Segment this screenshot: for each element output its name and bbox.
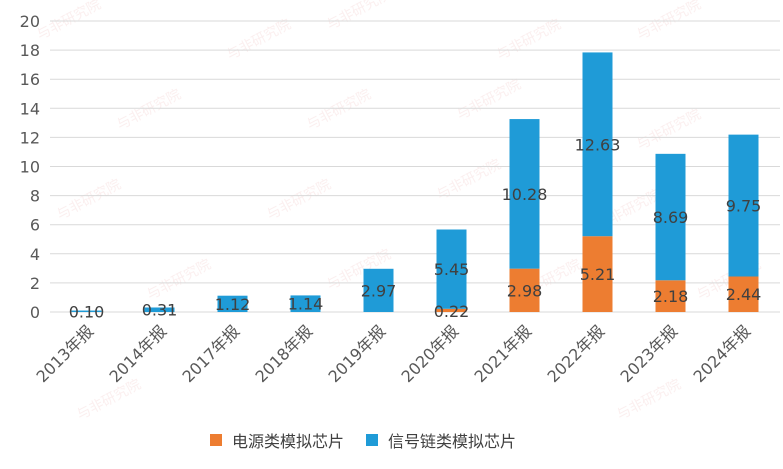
data-label-signal: 0.10 bbox=[69, 302, 105, 321]
x-tick-label: 2013年报 bbox=[32, 321, 97, 386]
y-tick-label: 4 bbox=[30, 245, 40, 264]
y-tick-label: 10 bbox=[20, 158, 40, 177]
watermark-text: 与非研究院 bbox=[614, 377, 683, 424]
x-tick-label: 2014年报 bbox=[105, 321, 170, 386]
legend-swatch-power bbox=[210, 434, 222, 446]
y-tick-label: 14 bbox=[20, 99, 40, 118]
x-tick-label: 2023年报 bbox=[616, 321, 681, 386]
watermark-text: 与非研究院 bbox=[144, 257, 213, 304]
y-tick-label: 2 bbox=[30, 274, 40, 293]
bar-signal bbox=[436, 229, 467, 309]
data-label-signal: 0.31 bbox=[142, 301, 178, 320]
data-label-power: 2.98 bbox=[507, 281, 543, 300]
watermark-text: 与非研究院 bbox=[34, 0, 103, 44]
bar-power bbox=[509, 268, 540, 312]
watermark-text: 与非研究院 bbox=[264, 177, 333, 224]
data-label-signal: 2.97 bbox=[361, 281, 397, 300]
bar-power bbox=[728, 276, 759, 312]
y-tick-label: 8 bbox=[30, 187, 40, 206]
legend-swatch-signal bbox=[366, 434, 379, 446]
y-tick-label: 6 bbox=[30, 216, 40, 235]
y-tick-label: 16 bbox=[20, 70, 40, 89]
data-label-signal: 8.69 bbox=[653, 208, 689, 227]
x-tick-label: 2021年报 bbox=[470, 321, 535, 386]
data-label-signal: 9.75 bbox=[726, 197, 762, 216]
bar-signal bbox=[217, 295, 248, 312]
y-tick-label: 20 bbox=[20, 12, 40, 31]
watermark-text: 与非研究院 bbox=[634, 107, 703, 154]
y-tick-label: 18 bbox=[20, 41, 40, 60]
watermark-text: 与非研究院 bbox=[114, 87, 183, 134]
chart-legend: 电源类模拟芯片 信号链类模拟芯片 bbox=[210, 428, 630, 452]
data-label-signal: 1.12 bbox=[215, 295, 251, 314]
data-label-signal: 5.45 bbox=[434, 260, 470, 279]
x-tick-label: 2024年报 bbox=[689, 321, 754, 386]
data-label-power: 2.18 bbox=[653, 287, 689, 306]
watermark-text: 与非研究院 bbox=[304, 87, 373, 134]
legend-label-signal: 信号链类模拟芯片 bbox=[388, 432, 517, 451]
legend-item-signal: 信号链类模拟芯片 bbox=[366, 428, 516, 452]
bar-signal bbox=[71, 310, 102, 312]
bar-power bbox=[582, 236, 613, 312]
bar-signal bbox=[144, 307, 175, 312]
bar-power bbox=[655, 280, 686, 312]
data-label-power: 5.21 bbox=[580, 265, 616, 284]
bar-signal bbox=[582, 52, 613, 237]
watermark-text: 与非研究院 bbox=[224, 17, 293, 64]
watermark-text: 与非研究院 bbox=[74, 377, 143, 424]
watermark-text: 与非研究院 bbox=[634, 0, 703, 44]
y-tick-label: 12 bbox=[20, 128, 40, 147]
bar-signal bbox=[290, 295, 321, 312]
x-tick-label: 2018年报 bbox=[251, 321, 316, 386]
data-label-signal: 10.28 bbox=[502, 185, 548, 204]
bar-signal bbox=[728, 134, 759, 277]
data-label-power: 0.22 bbox=[434, 302, 470, 321]
data-label-power: 2.44 bbox=[726, 285, 762, 304]
legend-label-power: 电源类模拟芯片 bbox=[232, 432, 345, 451]
x-tick-label: 2019年报 bbox=[324, 321, 389, 386]
data-label-signal: 1.14 bbox=[288, 295, 324, 314]
data-label-signal: 12.63 bbox=[575, 135, 621, 154]
x-tick-label: 2017年报 bbox=[178, 321, 243, 386]
x-tick-label: 2022年报 bbox=[543, 321, 608, 386]
legend-item-power: 电源类模拟芯片 bbox=[210, 428, 344, 452]
bar-signal bbox=[509, 119, 540, 269]
watermark-text: 与非研究院 bbox=[324, 0, 393, 34]
watermark-text: 与非研究院 bbox=[54, 177, 123, 224]
bar-power bbox=[436, 308, 467, 312]
watermark-text: 与非研究院 bbox=[434, 157, 503, 204]
x-tick-label: 2020年报 bbox=[397, 321, 462, 386]
watermark-text: 与非研究院 bbox=[494, 17, 563, 64]
watermark-text: 与非研究院 bbox=[454, 77, 523, 124]
y-tick-label: 0 bbox=[30, 303, 40, 322]
bar-signal bbox=[655, 153, 686, 281]
bar-signal bbox=[363, 268, 394, 312]
